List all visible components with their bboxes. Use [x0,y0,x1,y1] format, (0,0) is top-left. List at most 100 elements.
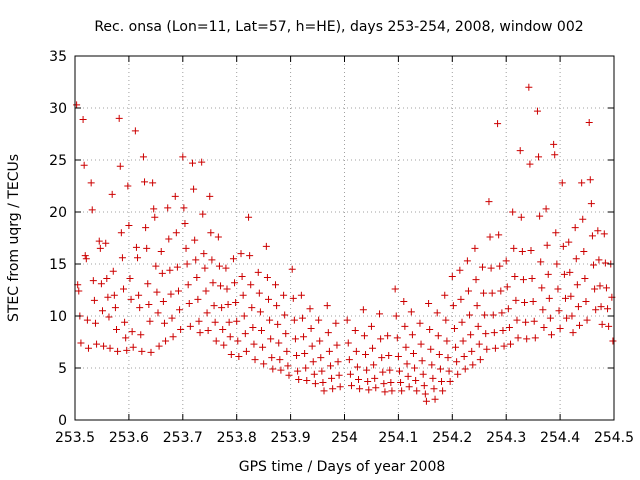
data-point-marker [233,317,241,325]
data-point-marker [356,385,364,393]
y-tick-label: 15 [49,257,67,273]
data-point-marker [536,212,544,220]
data-point-marker [151,213,159,221]
data-point-marker [232,298,240,306]
data-point-marker [129,343,137,351]
data-point-marker [183,260,191,268]
data-point-marker [402,343,410,351]
data-point-marker [525,83,533,91]
data-point-marker [417,340,425,348]
data-point-marker [202,287,210,295]
data-point-marker [491,344,499,352]
data-point-marker [146,317,154,325]
data-point-marker [189,159,197,167]
data-point-marker [289,294,297,302]
data-point-marker [192,256,200,264]
data-point-marker [317,354,325,362]
data-point-marker [535,153,543,161]
data-point-marker [467,331,475,339]
data-point-marker [290,316,298,324]
data-point-marker [160,319,168,327]
data-point-marker [229,255,237,263]
data-point-marker [377,335,385,343]
data-point-marker [400,297,408,305]
data-point-marker [476,356,484,364]
data-point-marker [393,334,401,342]
data-point-marker [155,342,163,350]
data-point-marker [597,303,605,311]
data-point-marker [453,358,461,366]
data-point-marker [291,335,299,343]
data-point-marker [473,302,481,310]
data-point-marker [420,382,428,390]
data-point-marker [283,347,291,355]
data-point-marker [157,248,165,256]
data-point-marker [386,366,394,374]
data-point-marker [351,327,359,335]
data-point-marker [336,383,344,391]
data-point-marker [444,354,452,362]
data-point-marker [591,285,599,293]
data-point-marker [105,313,113,321]
data-point-marker [75,287,83,295]
data-point-marker [533,107,541,115]
data-point-marker [141,178,149,186]
data-point-marker [567,292,575,300]
data-point-marker [262,242,270,250]
data-point-marker [446,378,454,386]
data-point-marker [298,314,306,322]
data-point-marker [523,335,531,343]
data-point-marker [426,326,434,334]
data-point-marker [519,276,527,284]
data-point-marker [79,115,87,123]
data-point-marker [110,291,118,299]
data-point-marker [102,239,110,247]
data-point-marker [581,275,589,283]
data-point-marker [132,243,140,251]
data-point-marker [308,342,316,350]
data-point-marker [168,314,176,322]
data-point-marker [540,323,548,331]
data-point-marker [306,305,314,313]
data-point-marker [442,316,450,324]
data-point-marker [392,312,400,320]
data-point-marker [136,304,144,312]
data-point-marker [554,285,562,293]
data-point-marker [257,327,265,335]
y-tick-label: 0 [58,413,67,429]
data-point-marker [206,192,214,200]
y-tick-label: 20 [49,205,67,221]
data-point-marker [231,279,239,287]
data-point-marker [80,161,88,169]
data-point-marker [495,231,503,239]
data-point-marker [384,332,392,340]
data-point-marker [378,354,386,362]
data-point-marker [334,358,342,366]
data-point-marker [113,326,121,334]
data-point-marker [241,330,249,338]
data-point-marker [137,331,145,339]
data-point-marker [590,261,598,269]
data-point-marker [352,347,360,355]
data-point-marker [439,387,447,395]
data-point-marker [255,289,263,297]
data-point-marker [166,266,174,274]
data-point-marker [182,244,190,252]
data-point-marker [376,310,384,318]
data-point-marker [578,179,586,187]
data-point-marker [521,298,529,306]
data-point-marker [288,265,296,273]
data-point-marker [214,233,222,241]
data-point-marker [219,326,227,334]
data-point-marker [559,242,567,250]
data-point-marker [211,318,219,326]
data-point-marker [505,323,513,331]
data-point-marker [583,316,591,324]
data-point-marker [448,272,456,280]
data-point-marker [411,364,419,372]
data-point-marker [555,307,563,315]
data-point-marker [494,120,502,128]
data-point-marker [464,287,472,295]
data-point-marker [139,153,147,161]
